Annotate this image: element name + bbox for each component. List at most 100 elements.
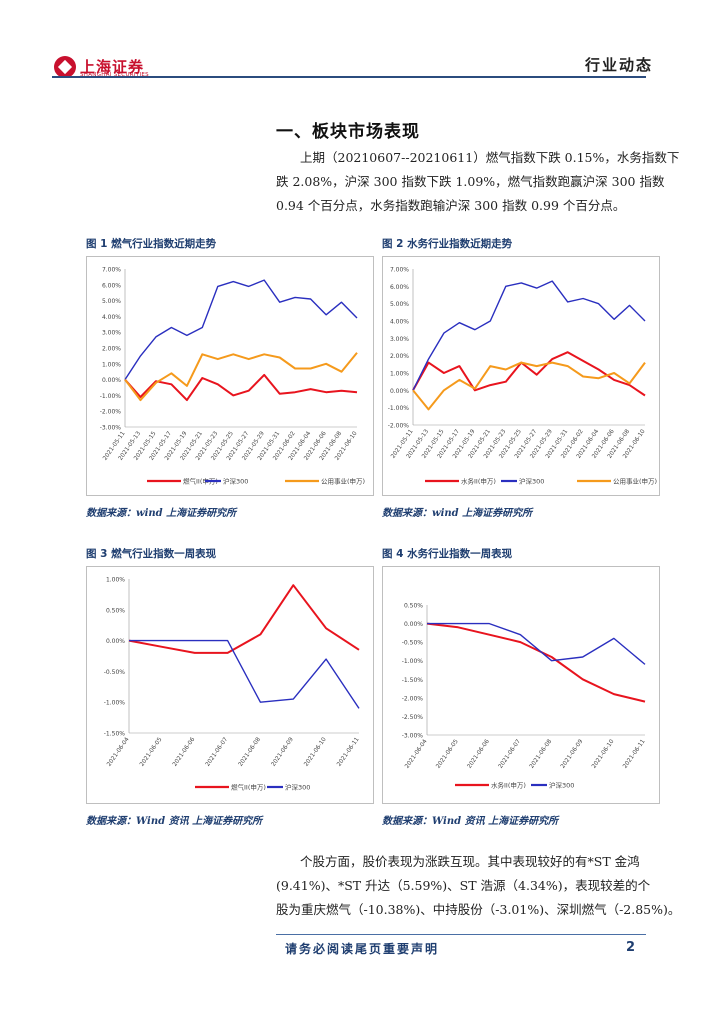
y-tick-label: 1.00% bbox=[102, 361, 121, 368]
legend-label: 公用事业(申万) bbox=[321, 477, 365, 486]
figure-2-source: 数据来源：wind 上海证券研究所 bbox=[382, 508, 533, 519]
figure-3-title: 图 3 燃气行业指数一周表现 bbox=[86, 548, 217, 560]
y-tick-label: 7.00% bbox=[102, 267, 121, 274]
x-tick-label: 2021-06-08 bbox=[529, 738, 553, 769]
x-tick-label: 2021-06-04 bbox=[404, 738, 428, 769]
x-tick-label: 2021-06-08 bbox=[238, 736, 262, 767]
chart-3-container: 1.00% 0.50% 0.00% -0.50% -1.00% -1.50% 2021-06… bbox=[86, 566, 374, 804]
y-tick-label: -2.00% bbox=[100, 409, 122, 416]
y-tick-label: 4.00% bbox=[390, 319, 409, 326]
y-tick-label: 3.00% bbox=[390, 336, 409, 343]
y-tick-label: -1.00% bbox=[104, 700, 126, 707]
y-tick-label: 0.50% bbox=[404, 603, 423, 610]
stock-para-line-2: (9.41%)、*ST 升达（5.59%)、ST 浩源（4.34%)，表现较差的… bbox=[276, 878, 651, 893]
chart-2-svg: 7.00% 6.00% 5.00% 4.00% 3.00% 2.00% 1.00% 0.00%… bbox=[388, 267, 657, 486]
company-logo-english: SHANGHAI SECURITIES bbox=[80, 72, 149, 78]
y-tick-label: 0.00% bbox=[102, 377, 121, 384]
x-tick-label: 2021-06-10 bbox=[304, 736, 328, 767]
y-tick-label: 2.00% bbox=[390, 353, 409, 360]
y-tick-label: -2.00% bbox=[388, 423, 410, 430]
x-tick-label: 2021-06-05 bbox=[436, 738, 460, 769]
intro-line-2: 跌 2.08%，沪深 300 指数下跌 1.09%，燃气指数跑赢沪深 300 指… bbox=[276, 174, 665, 189]
x-tick-label: 2021-06-04 bbox=[106, 736, 130, 767]
y-tick-label: -2.50% bbox=[402, 714, 424, 721]
y-tick-label: 0.00% bbox=[390, 388, 409, 395]
legend-label: 沪深300 bbox=[223, 477, 248, 486]
legend-label: 燃气II(申万) bbox=[231, 783, 266, 792]
chart-2-container: 7.00% 6.00% 5.00% 4.00% 3.00% 2.00% 1.00% 0.00%… bbox=[382, 256, 660, 496]
legend-label: 公用事业(申万) bbox=[613, 477, 657, 486]
y-tick-label: 5.00% bbox=[102, 298, 121, 305]
figure-3-source: 数据来源：Wind 资讯 上海证券研究所 bbox=[86, 816, 263, 827]
figure-1-source: 数据来源：wind 上海证券研究所 bbox=[86, 508, 237, 519]
chart-1-svg: 7.00% 6.00% 5.00% 4.00% 3.00% 2.00% 1.00% 0.00%… bbox=[100, 267, 365, 486]
company-logo-icon bbox=[54, 56, 76, 78]
x-tick-label: 2021-06-11 bbox=[622, 738, 646, 769]
y-tick-label: 0.00% bbox=[106, 638, 125, 645]
y-tick-label: -2.00% bbox=[402, 695, 424, 702]
y-tick-label: 1.00% bbox=[390, 371, 409, 378]
y-tick-label: -1.00% bbox=[402, 658, 424, 665]
section-title: 一、板块市场表现 bbox=[276, 122, 420, 142]
legend-label: 沪深300 bbox=[519, 477, 544, 486]
x-tick-label: 2021-06-06 bbox=[172, 736, 196, 767]
stock-para-line-3: 股为重庆燃气（-10.38%)、中持股份（-3.01%)、深圳燃气（-2.85%… bbox=[276, 902, 681, 917]
company-logo-text: 上海证券 bbox=[80, 58, 145, 76]
legend-label: 沪深300 bbox=[549, 781, 574, 790]
figure-1-title: 图 1 燃气行业指数近期走势 bbox=[86, 238, 217, 250]
x-tick-label: 2021-06-07 bbox=[498, 738, 522, 769]
x-tick-label: 2021-06-06 bbox=[467, 738, 491, 769]
y-tick-label: -3.00% bbox=[100, 425, 122, 432]
legend-label: 水务II(申万) bbox=[461, 477, 496, 486]
x-tick-label: 2021-06-09 bbox=[560, 738, 584, 769]
series-line-3 bbox=[124, 352, 358, 402]
y-tick-label: -1.50% bbox=[402, 677, 424, 684]
intro-line-3: 0.94 个百分点，水务指数跑输沪深 300 指数 0.99 个百分点。 bbox=[276, 198, 626, 213]
x-tick-label: 2021-06-10 bbox=[591, 738, 615, 769]
header-rule bbox=[52, 76, 646, 78]
y-tick-label: 6.00% bbox=[390, 284, 409, 291]
y-tick-label: 4.00% bbox=[102, 314, 121, 321]
series-line-2 bbox=[129, 639, 360, 709]
series-line-2 bbox=[427, 622, 646, 665]
series-line-2 bbox=[124, 279, 358, 380]
chart-3-svg: 1.00%0.50%0.00%-0.50%-1.00%-1.50%2021-06… bbox=[104, 577, 361, 792]
y-tick-label: -1.50% bbox=[104, 731, 126, 738]
y-tick-label: 3.00% bbox=[102, 330, 121, 337]
footer-rule bbox=[276, 934, 646, 935]
y-tick-label: 0.00% bbox=[404, 621, 423, 628]
page-number: 2 bbox=[626, 940, 636, 955]
y-tick-label: -1.00% bbox=[100, 393, 122, 400]
x-tick-label: 2021-06-11 bbox=[336, 736, 360, 767]
figure-4-title: 图 4 水务行业指数一周表现 bbox=[382, 548, 513, 560]
series-line-1 bbox=[426, 622, 646, 703]
series-line-1 bbox=[124, 373, 358, 402]
legend-label: 沪深300 bbox=[285, 783, 310, 792]
chart-4-container: 0.50% 0.00% -0.50% -1.00% -1.50% -2.00% -2.50%… bbox=[382, 566, 660, 804]
y-tick-label: -0.50% bbox=[402, 640, 424, 647]
legend-label: 燃气II(申万) bbox=[183, 477, 218, 486]
header-section-title: 行业动态 bbox=[585, 56, 654, 74]
chart-1-container: 7.00% 6.00% 5.00% 4.00% 3.00% 2.00% 1.00% 0.00%… bbox=[86, 256, 374, 496]
x-tick-label: 2021-06-09 bbox=[271, 736, 295, 767]
figure-4-source: 数据来源：Wind 资讯 上海证券研究所 bbox=[382, 816, 559, 827]
series-line-1 bbox=[128, 584, 360, 654]
legend-label: 水务II(申万) bbox=[491, 781, 526, 790]
figure-2-title: 图 2 水务行业指数近期走势 bbox=[382, 238, 513, 250]
y-tick-label: 0.50% bbox=[106, 607, 125, 614]
series-line-2 bbox=[412, 280, 646, 391]
y-tick-label: -0.50% bbox=[104, 669, 126, 676]
stock-para-line-1: 个股方面，股价表现为涨跌互现。其中表现较好的有*ST 金鸿 bbox=[300, 854, 640, 869]
intro-line-1: 上期（20210607--20210611）燃气指数下跌 0.15%，水务指数下 bbox=[300, 150, 680, 165]
y-tick-label: 5.00% bbox=[390, 301, 409, 308]
x-tick-label: 2021-06-07 bbox=[205, 736, 229, 767]
chart-4-svg: 0.50% 0.00% -0.50% -1.00% -1.50% -2.00% -2.50%… bbox=[402, 603, 647, 790]
y-tick-label: -1.00% bbox=[388, 405, 410, 412]
y-tick-label: 6.00% bbox=[102, 282, 121, 289]
y-tick-label: 7.00% bbox=[390, 267, 409, 274]
y-tick-label: 1.00% bbox=[106, 577, 125, 584]
series-line-3 bbox=[412, 361, 646, 411]
y-tick-label: 2.00% bbox=[102, 346, 121, 353]
y-tick-label: -3.00% bbox=[402, 733, 424, 740]
x-tick-label: 2021-06-05 bbox=[139, 736, 163, 767]
